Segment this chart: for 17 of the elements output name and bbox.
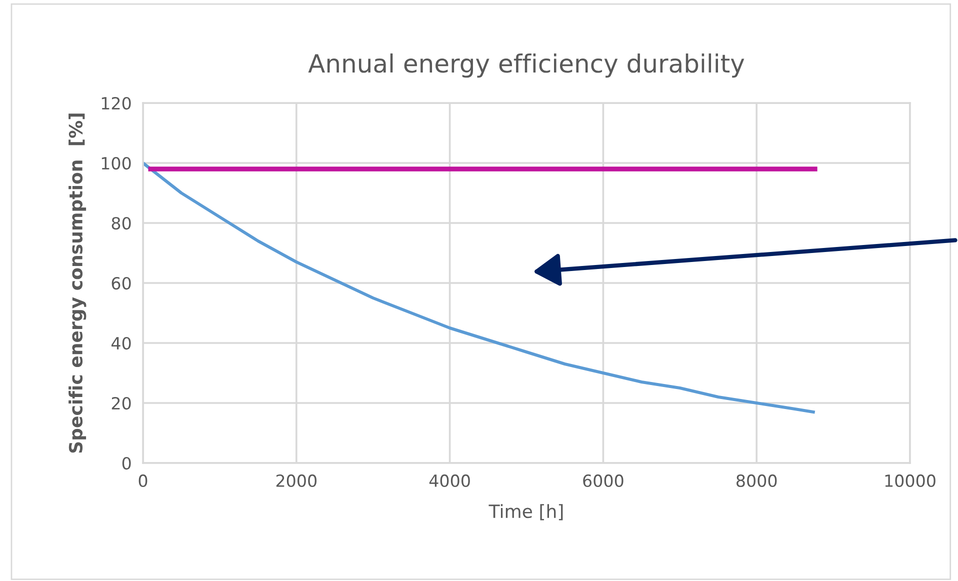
chart-title: Annual energy efficiency durability bbox=[308, 53, 744, 78]
y-tick-label: 100 bbox=[102, 156, 131, 170]
y-tick-label: 40 bbox=[111, 336, 131, 350]
x-tick-label: 0 bbox=[138, 474, 148, 488]
y-tick-label: 80 bbox=[112, 216, 131, 230]
y-axis-title: Specific energy consumption [%] bbox=[68, 114, 86, 453]
y-tick-label: 60 bbox=[112, 276, 131, 290]
x-tick-label: 4000 bbox=[429, 474, 470, 488]
x-axis-title: Time [h] bbox=[488, 504, 563, 520]
line-series bbox=[143, 161, 815, 414]
x-tick-label: 2000 bbox=[276, 474, 316, 488]
x-tick-label: 6000 bbox=[583, 474, 624, 488]
x-tick-label: 8000 bbox=[736, 474, 777, 488]
y-tick-label: 120 bbox=[102, 96, 131, 110]
y-tick-label: 0 bbox=[122, 456, 131, 470]
y-tick-label: 20 bbox=[112, 396, 131, 410]
x-tick-label: 10000 bbox=[885, 474, 936, 488]
